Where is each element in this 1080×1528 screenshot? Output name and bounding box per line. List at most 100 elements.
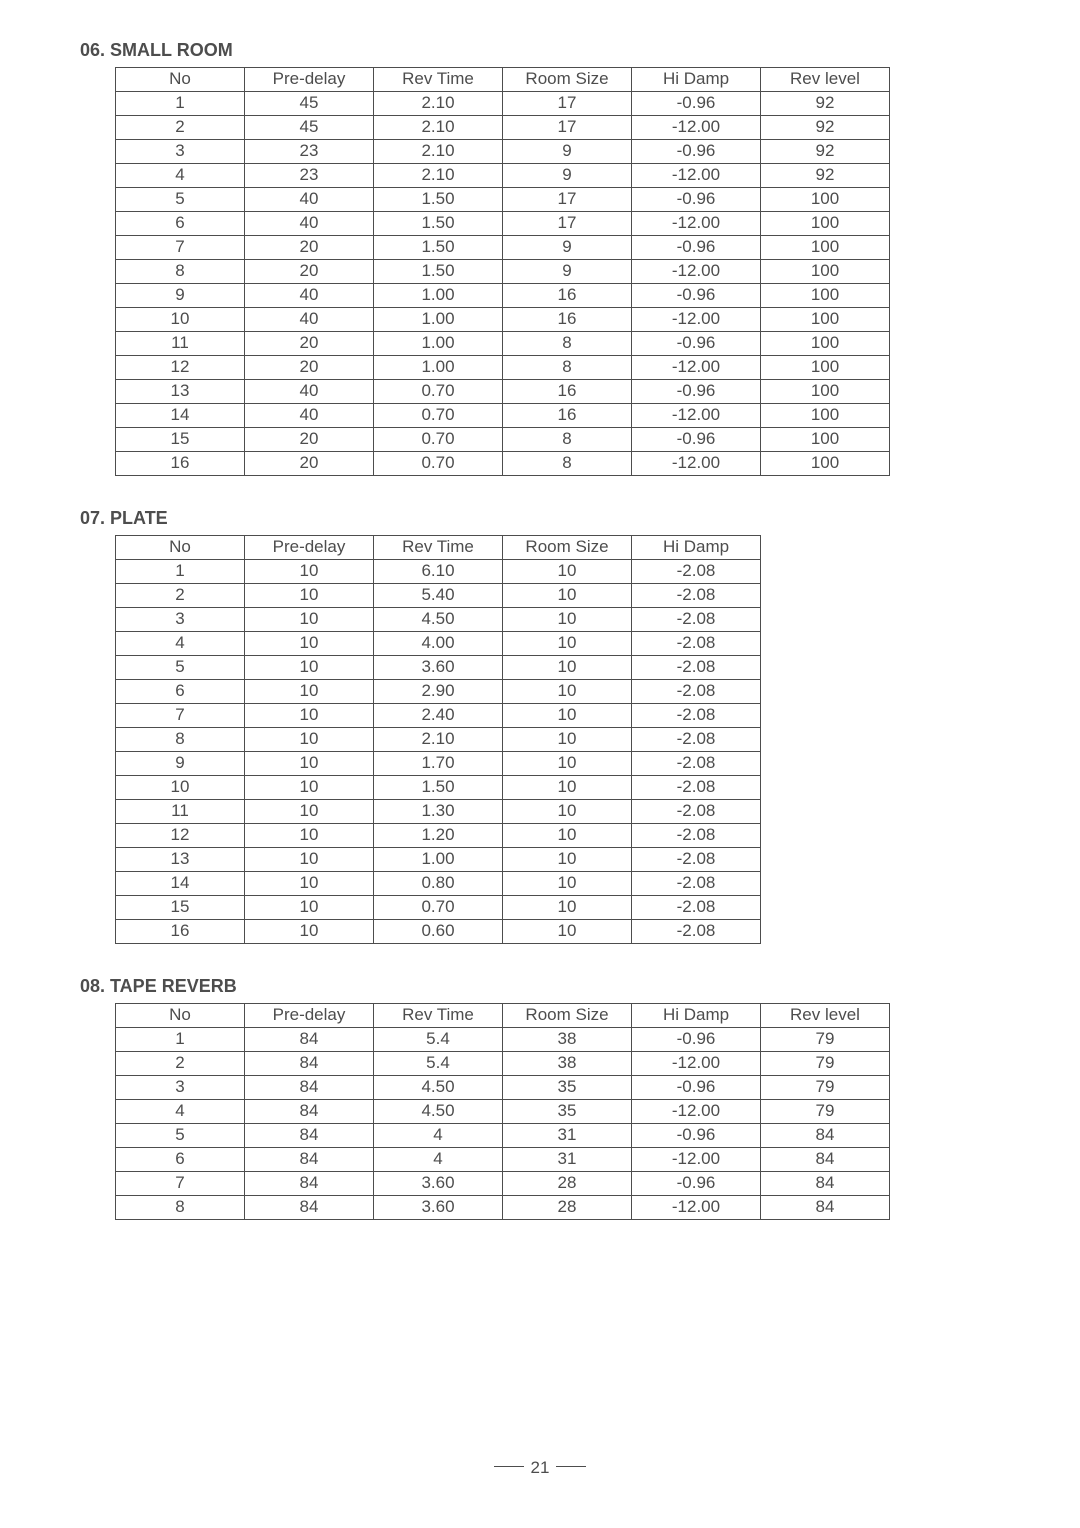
page-number: 21 [531, 1458, 550, 1477]
table-cell: -0.96 [632, 284, 761, 308]
table-row: 684431-12.0084 [116, 1148, 890, 1172]
table-cell: 100 [761, 188, 890, 212]
table-cell: 10 [245, 800, 374, 824]
table-cell: 100 [761, 260, 890, 284]
table-cell: -0.96 [632, 428, 761, 452]
table-cell: 10 [503, 584, 632, 608]
table-row: 7102.4010-2.08 [116, 704, 761, 728]
table-cell: 100 [761, 212, 890, 236]
table-cell: 84 [245, 1076, 374, 1100]
table-cell: 40 [245, 404, 374, 428]
table-row: 16100.6010-2.08 [116, 920, 761, 944]
table-cell: 8 [116, 1196, 245, 1220]
table-cell: -12.00 [632, 404, 761, 428]
table-cell: 3.60 [374, 1196, 503, 1220]
table-cell: 20 [245, 428, 374, 452]
table-cell: -12.00 [632, 1052, 761, 1076]
table-row: 11201.008-0.96100 [116, 332, 890, 356]
table-cell: 1.30 [374, 800, 503, 824]
table-cell: 7 [116, 704, 245, 728]
table-cell: 16 [503, 308, 632, 332]
table-cell: 8 [503, 452, 632, 476]
table-cell: -2.08 [632, 848, 761, 872]
table-row: 9101.7010-2.08 [116, 752, 761, 776]
table-cell: 10 [245, 632, 374, 656]
table-cell: 1 [116, 92, 245, 116]
col-rev-time: Rev Time [374, 1004, 503, 1028]
table-cell: 17 [503, 116, 632, 140]
table-row: 10401.0016-12.00100 [116, 308, 890, 332]
table-cell: 10 [245, 728, 374, 752]
table-row: 584431-0.9684 [116, 1124, 890, 1148]
table-cell: -12.00 [632, 1196, 761, 1220]
table-cell: 10 [245, 776, 374, 800]
col-hi-damp: Hi Damp [632, 536, 761, 560]
table-cell: 3 [116, 608, 245, 632]
table-cell: 100 [761, 284, 890, 308]
table-row: 8201.509-12.00100 [116, 260, 890, 284]
table-cell: 12 [116, 824, 245, 848]
table-cell: 10 [503, 728, 632, 752]
table-cell: 45 [245, 116, 374, 140]
table-cell: 23 [245, 164, 374, 188]
table-cell: 20 [245, 332, 374, 356]
table-cell: 84 [761, 1196, 890, 1220]
table-cell: 3.60 [374, 656, 503, 680]
table-cell: 17 [503, 92, 632, 116]
table-cell: 45 [245, 92, 374, 116]
table-cell: 79 [761, 1076, 890, 1100]
table-cell: 8 [116, 728, 245, 752]
section-title: 08. TAPE REVERB [80, 976, 1000, 997]
table-cell: 10 [245, 752, 374, 776]
table-cell: 4.50 [374, 1076, 503, 1100]
table-cell: -0.96 [632, 332, 761, 356]
table-cell: 6 [116, 212, 245, 236]
table-cell: 40 [245, 188, 374, 212]
col-rev-time: Rev Time [374, 536, 503, 560]
table-row: 11101.3010-2.08 [116, 800, 761, 824]
table-cell: 17 [503, 212, 632, 236]
table-cell: 2.90 [374, 680, 503, 704]
col-no: No [116, 1004, 245, 1028]
col-room-size: Room Size [503, 536, 632, 560]
table-cell: 9 [116, 284, 245, 308]
table-cell: 6 [116, 680, 245, 704]
page-footer: 21 [0, 1458, 1080, 1478]
table-cell: 10 [503, 920, 632, 944]
table-body: 1452.1017-0.96922452.1017-12.00923232.10… [116, 92, 890, 476]
table-cell: 0.70 [374, 404, 503, 428]
table-cell: 10 [503, 776, 632, 800]
table-cell: 6 [116, 1148, 245, 1172]
table-cell: 84 [245, 1172, 374, 1196]
table-row: 15100.7010-2.08 [116, 896, 761, 920]
table-row: 4844.5035-12.0079 [116, 1100, 890, 1124]
table-cell: 1 [116, 1028, 245, 1052]
table-cell: 2 [116, 584, 245, 608]
table-cell: 16 [503, 380, 632, 404]
col-room-size: Room Size [503, 68, 632, 92]
table-cell: 9 [503, 140, 632, 164]
table-cell: 15 [116, 896, 245, 920]
table-cell: 9 [503, 164, 632, 188]
table-cell: 84 [245, 1196, 374, 1220]
table-cell: 84 [245, 1148, 374, 1172]
table-cell: 100 [761, 332, 890, 356]
table-cell: 92 [761, 140, 890, 164]
table-cell: 8 [116, 260, 245, 284]
table-header-row: No Pre-delay Rev Time Room Size Hi Damp … [116, 1004, 890, 1028]
table-cell: 20 [245, 452, 374, 476]
table-cell: 7 [116, 1172, 245, 1196]
table-cell: 1.50 [374, 212, 503, 236]
table-row: 4232.109-12.0092 [116, 164, 890, 188]
table-cell: 35 [503, 1100, 632, 1124]
table-cell: -0.96 [632, 1076, 761, 1100]
table-cell: 4 [116, 1100, 245, 1124]
table-cell: 10 [245, 584, 374, 608]
table-row: 14400.7016-12.00100 [116, 404, 890, 428]
table-cell: 10 [503, 752, 632, 776]
col-pre-delay: Pre-delay [245, 1004, 374, 1028]
table-cell: 1.00 [374, 332, 503, 356]
table-cell: -12.00 [632, 116, 761, 140]
table-cell: 100 [761, 404, 890, 428]
table-cell: 0.60 [374, 920, 503, 944]
